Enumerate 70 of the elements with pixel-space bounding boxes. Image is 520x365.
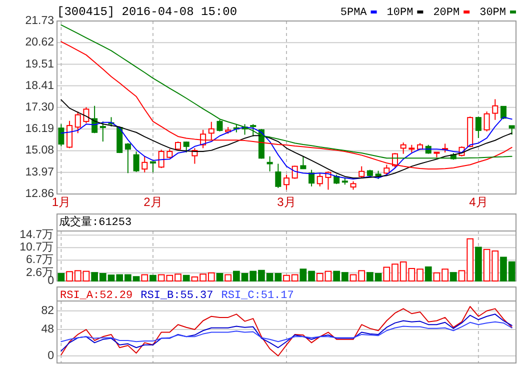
bar	[224, 274, 232, 282]
candlestick	[358, 166, 365, 179]
candlestick	[316, 173, 323, 187]
y-tick-label: 14.7万	[20, 228, 54, 242]
candlestick	[100, 120, 106, 142]
y-tick-label: 2.6万	[26, 266, 54, 279]
candlestick	[58, 124, 64, 147]
candlestick	[216, 119, 223, 132]
y-tick-label: 21.73	[25, 15, 54, 28]
text: RSI_A:52.29	[60, 290, 133, 302]
bar	[182, 274, 190, 282]
candlestick	[183, 141, 190, 153]
x-tick-label: 4月	[469, 195, 488, 210]
candlestick	[158, 149, 164, 169]
bar	[475, 246, 482, 282]
y-tick-label: 19.51	[25, 58, 54, 70]
legend-label: 20PM	[433, 6, 460, 19]
text: RSI_C:51.17	[221, 290, 294, 302]
y-tick-label: 10.7万	[20, 240, 54, 254]
bar	[58, 273, 65, 282]
candlestick	[484, 111, 490, 132]
y-tick-label: 15.08	[25, 144, 54, 157]
line-series	[60, 314, 512, 352]
candlestick	[308, 169, 315, 187]
candlestick	[266, 156, 273, 172]
bar	[216, 273, 224, 282]
candlestick	[74, 111, 81, 134]
y-tick-label: 48	[41, 324, 54, 336]
y-tick-label: 18.41	[25, 80, 54, 92]
legend-label: 5PMA	[340, 6, 368, 19]
candlestick	[300, 156, 306, 170]
candlestick	[83, 106, 90, 124]
y-tick-label: 17.30	[25, 101, 54, 114]
bar	[150, 274, 156, 282]
legend-label: 10PM	[386, 6, 414, 19]
y-tick-label: 12.86	[25, 188, 54, 200]
legend-label: 30PM	[480, 6, 506, 19]
bar	[450, 272, 457, 282]
text: RSI_B:55.37	[140, 290, 214, 302]
candlestick	[208, 121, 214, 140]
y-tick-label: 13.97	[25, 166, 54, 178]
candlestick	[133, 150, 140, 172]
candlestick	[283, 174, 290, 190]
candlestick	[492, 98, 498, 120]
y-tick-label: 6.7万	[26, 253, 54, 266]
y-tick-label: 82	[41, 304, 54, 317]
bar	[141, 274, 148, 282]
x-tick-label: 3月	[277, 195, 296, 210]
x-tick-label: 1月	[52, 195, 71, 210]
text: 成交量:61253	[59, 214, 132, 229]
line-series	[60, 321, 512, 342]
x-tick-label: 2月	[144, 195, 162, 210]
chart-title: [300415] 2016-04-08 15:00	[57, 5, 238, 20]
bar	[424, 266, 432, 282]
candlestick	[250, 124, 256, 137]
candlestick	[142, 156, 148, 173]
candlestick	[124, 142, 131, 174]
candlestick	[292, 165, 298, 180]
line-series	[60, 306, 512, 356]
y-tick-label: 0	[48, 350, 54, 362]
candlestick	[275, 163, 282, 188]
candlestick	[400, 142, 406, 154]
line-series	[60, 24, 512, 159]
y-tick-label: 16.19	[25, 123, 54, 136]
candlestick	[334, 174, 340, 185]
y-tick-label: 20.62	[25, 36, 54, 49]
candlestick	[475, 116, 482, 139]
line-series	[60, 99, 512, 179]
candlestick	[66, 120, 73, 149]
candlestick	[500, 106, 506, 120]
